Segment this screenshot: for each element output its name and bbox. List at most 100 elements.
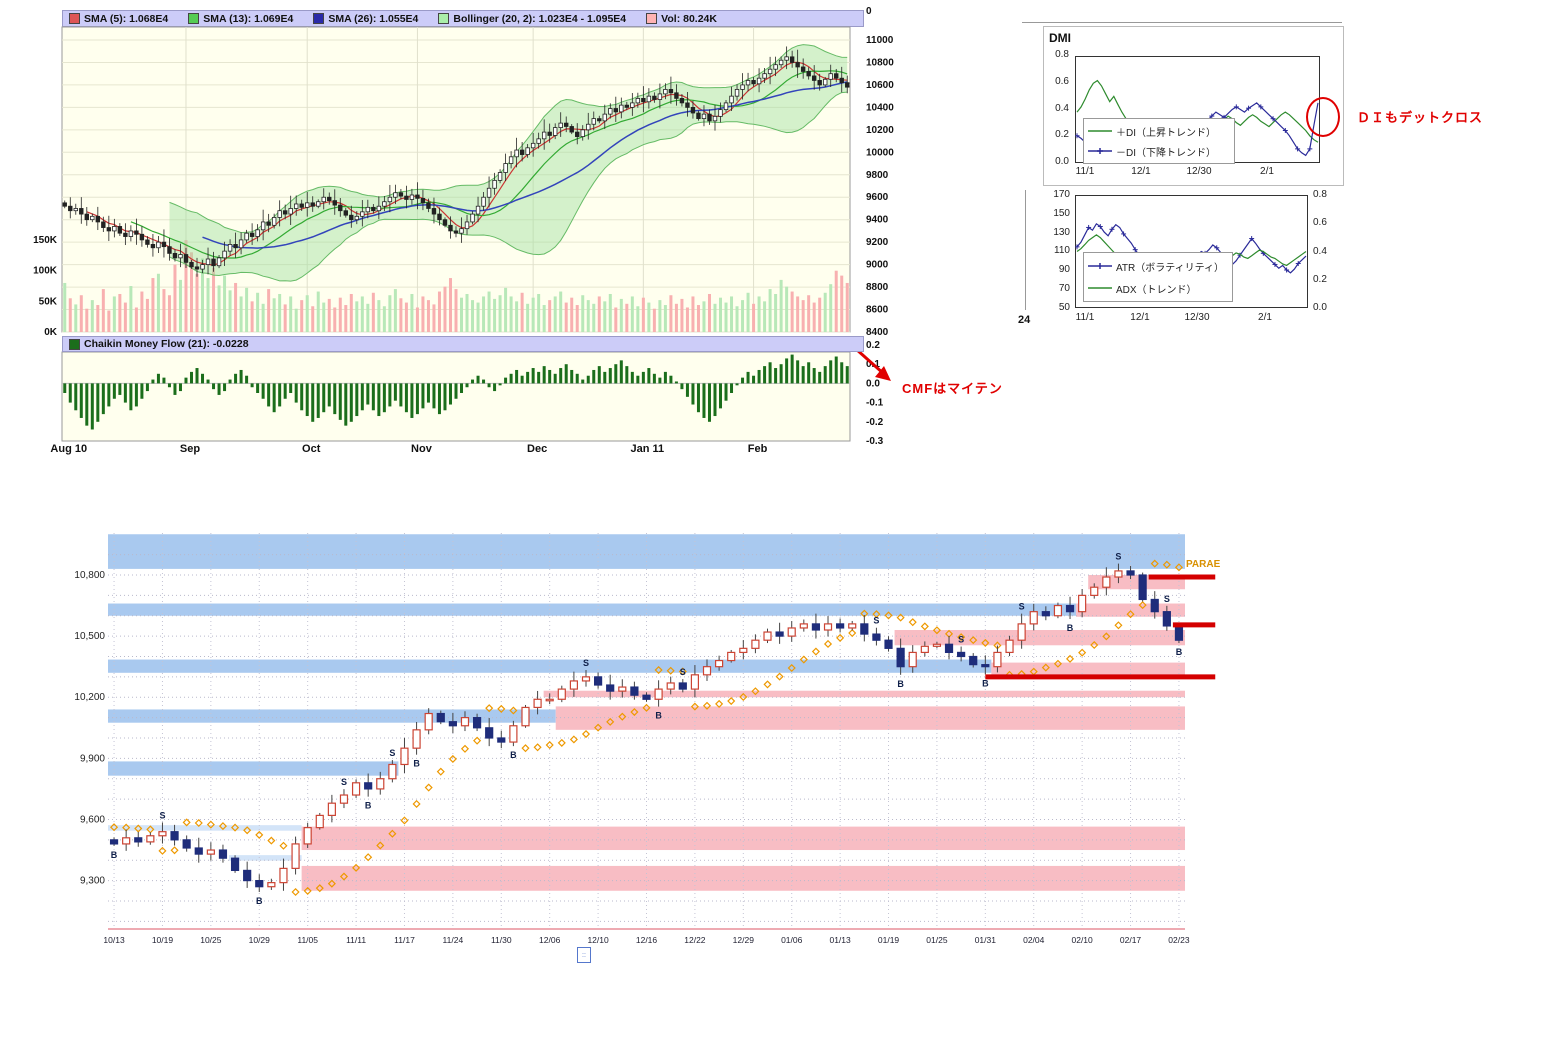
- atr-adx-legend: ATR（ボラティリティ） ADX（トレンド）: [1083, 252, 1233, 302]
- trade-signal-marker: B: [1176, 647, 1183, 657]
- bottom-x-tick: 01/31: [975, 935, 997, 945]
- bottom-x-tick: 02/23: [1168, 935, 1190, 945]
- trade-signal-marker: B: [365, 801, 372, 811]
- dmi-y-tick: 0.8: [1055, 49, 1069, 60]
- atr-right-tick: 0.2: [1313, 273, 1327, 285]
- trade-signal-marker: S: [583, 658, 589, 668]
- price-axis-tick: 8800: [866, 282, 889, 293]
- bottom-y-tick: 10,800: [74, 570, 105, 581]
- legend-line-sample: [1088, 148, 1112, 154]
- volume-axis-tick: 150K: [33, 235, 58, 246]
- bottom-x-tick: 01/19: [878, 935, 900, 945]
- atr-left-tick: 110: [1054, 245, 1070, 257]
- legend-label: ＋DI（上昇トレンド）: [1116, 127, 1216, 139]
- trade-signal-marker: B: [413, 759, 420, 769]
- legend-label: Bollinger (20, 2): 1.023E4 - 1.095E4: [453, 12, 627, 25]
- dmi-deadcross-circle: [1306, 97, 1340, 137]
- price-axis-tick: 10000: [866, 147, 894, 158]
- price-axis-tick: 10800: [866, 57, 894, 68]
- atr-left-tick: 130: [1053, 226, 1070, 238]
- x-axis-label: Jan 11: [631, 443, 665, 455]
- atr-right-tick: 0.4: [1313, 245, 1327, 257]
- atr-left-tick: 50: [1058, 301, 1070, 313]
- cmf-axis-tick: -0.1: [866, 398, 884, 409]
- legend-item: －DI（下降トレンド）: [1088, 144, 1230, 159]
- cmf-legend-label: Chaikin Money Flow (21): -0.0228: [84, 338, 249, 350]
- atr-left-tick: 90: [1058, 264, 1070, 276]
- dmi-x-tick: 2/1: [1260, 166, 1274, 177]
- bottom-x-tick: 10/13: [103, 935, 125, 945]
- bottom-x-tick: 12/06: [539, 935, 561, 945]
- dmi-x-tick: 11/1: [1075, 166, 1095, 177]
- legend-line-sample: [1088, 130, 1112, 132]
- price-axis-tick: 9800: [866, 170, 889, 181]
- bottom-x-tick: 10/29: [249, 935, 271, 945]
- legend-label: ATR（ボラティリティ）: [1116, 262, 1225, 274]
- dmi-y-tick: 0.6: [1055, 75, 1069, 87]
- price-axis-tick: 0: [866, 6, 872, 17]
- atr-left-tick: 150: [1053, 207, 1070, 219]
- bottom-x-tick: 01/06: [781, 935, 803, 945]
- legend-swatch: [313, 13, 325, 24]
- trade-signal-marker: S: [1164, 594, 1170, 604]
- volume-axis-tick: 100K: [33, 266, 58, 277]
- legend-item: ＋DI（上昇トレンド）: [1088, 124, 1230, 139]
- price-axis-tick: 10200: [866, 125, 894, 136]
- panel-edge-line: [1025, 190, 1026, 310]
- trade-signal-marker: S: [873, 616, 879, 626]
- cmf-legend-swatch: [69, 338, 80, 350]
- tiny-placeholder-box: ::: [577, 947, 591, 963]
- corner-label: 24: [1018, 314, 1031, 326]
- bottom-x-tick: 11/05: [297, 935, 318, 945]
- volume-axis-tick: 0K: [44, 327, 58, 338]
- cmf-axis-tick: 0.0: [866, 378, 880, 389]
- bottom-x-tick: 12/29: [733, 935, 755, 945]
- x-axis-label: Oct: [302, 443, 321, 455]
- x-axis-label: Dec: [527, 443, 547, 455]
- bottom-x-tick: 11/11: [346, 935, 366, 945]
- bottom-x-tick: 02/04: [1023, 935, 1045, 945]
- bottom-candlestick-chart: B S B S B S B B S B S S B S B S B S S B 10,800 10,500 10,200 9,…: [74, 533, 1216, 945]
- price-axis-tick: 11000: [866, 35, 894, 46]
- cmf-annotation-text: CMFはマイテン: [902, 381, 1003, 396]
- bottom-x-tick: 10/19: [152, 935, 174, 945]
- dmi-x-tick: 12/30: [1186, 166, 1212, 177]
- bottom-x-tick: 01/13: [829, 935, 851, 945]
- bottom-y-tick: 9,600: [80, 814, 105, 825]
- cmf-chart-legend: Chaikin Money Flow (21): -0.0228: [62, 336, 864, 352]
- atr-x-tick: 2/1: [1258, 312, 1272, 323]
- legend-label: ADX（トレンド）: [1116, 284, 1197, 296]
- trade-signal-marker: S: [958, 635, 964, 645]
- atr-x-tick: 12/1: [1130, 312, 1150, 323]
- bottom-x-tick: 11/17: [394, 935, 415, 945]
- legend-item: Vol: 80.24K: [646, 13, 717, 25]
- bottom-y-tick: 9,900: [80, 753, 105, 764]
- legend-label: Vol: 80.24K: [661, 12, 717, 25]
- trade-signal-marker: B: [510, 750, 517, 760]
- dmi-panel-title: DMI: [1049, 31, 1071, 45]
- cmf-axis-tick: -0.3: [866, 436, 884, 447]
- cmf-legend-item: Chaikin Money Flow (21): -0.0228: [69, 338, 249, 350]
- bottom-x-tick: 12/22: [684, 935, 706, 945]
- cmf-axis-tick: -0.2: [866, 417, 884, 428]
- trade-signal-marker: S: [389, 748, 395, 758]
- trade-signal-marker: B: [1067, 623, 1074, 633]
- atr-right-tick: 0.0: [1313, 302, 1327, 313]
- dmi-y-tick: 0.2: [1055, 129, 1069, 141]
- x-axis-label: Aug 10: [50, 443, 87, 455]
- trade-signal-marker: B: [655, 711, 662, 721]
- bottom-x-tick: 12/16: [636, 935, 658, 945]
- atr-left-tick: 70: [1058, 283, 1070, 295]
- price-axis-tick: 8400: [866, 327, 889, 338]
- legend-swatch: [69, 13, 80, 24]
- price-axis-tick: 9000: [866, 260, 889, 271]
- dmi-annotation-text: ＤＩもデットクロス: [1357, 110, 1484, 125]
- price-axis-tick: 9600: [866, 192, 889, 203]
- atr-left-tick: 170: [1053, 189, 1070, 200]
- atr-x-tick: 12/30: [1184, 312, 1210, 323]
- x-axis-label: Feb: [748, 443, 768, 455]
- legend-label: SMA (13): 1.069E4: [203, 12, 294, 25]
- legend-item: SMA (5): 1.068E4: [69, 13, 168, 25]
- trade-signal-marker: S: [680, 667, 686, 677]
